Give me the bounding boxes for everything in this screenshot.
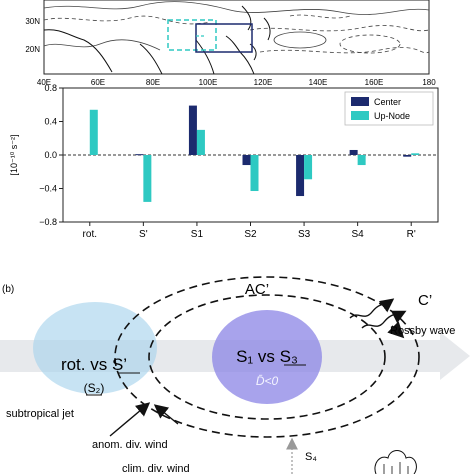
legend-swatch-up-node <box>351 111 369 120</box>
c-label: C’ <box>418 292 432 309</box>
cloud-icon <box>374 450 417 474</box>
x-tick-label: rot. <box>83 229 97 240</box>
rot-vs-s-blob <box>33 302 157 394</box>
up-node-box <box>167 19 217 51</box>
anom-div-wind-label: anom. div. wind <box>92 439 168 451</box>
bar-chart-panel: 0.8 0.4 0.0 −0.4 −0.8 rot. S' S1 S2 S3 S4 R' [10⁻¹… <box>9 83 439 240</box>
bar-center <box>188 105 197 155</box>
d-bar-label: D̄<0 <box>256 374 279 388</box>
x-tick-label: R' <box>407 229 416 240</box>
lon-label-40e: 40E <box>37 78 51 87</box>
bar-up-node <box>411 153 420 155</box>
lat-label-20n: 20N <box>25 45 40 54</box>
y-axis: 0.8 0.4 0.0 −0.4 −0.8 <box>39 83 63 227</box>
y-tick-label: 0.4 <box>44 117 57 127</box>
x-tick-label: S1 <box>191 229 204 240</box>
legend-swatch-center <box>351 97 369 106</box>
rot-vs-s-label: rot. vs S’ <box>61 355 127 374</box>
bar-up-node <box>250 155 259 192</box>
y-tick-label: −0.4 <box>39 184 57 194</box>
bar-center <box>135 154 144 156</box>
panel-label-b: (b) <box>2 284 14 295</box>
legend-label-center: Center <box>374 97 401 107</box>
anom-div-wind-arrow-icon <box>109 402 151 437</box>
bar-center <box>349 149 358 155</box>
y-tick-label: 0.0 <box>44 150 57 160</box>
x-axis: rot. S' S1 S2 S3 S4 R' <box>83 222 416 240</box>
s2-label: (S₂) <box>84 381 105 395</box>
wave-arrow-1-icon <box>349 298 395 319</box>
schematic-panel: (b) AC’ C’ Rossby wave rot. vs S’ (S₂) S… <box>0 276 470 474</box>
bar-up-node <box>89 109 98 155</box>
lon-label-140e: 140E <box>309 78 328 87</box>
map-panel: 30N 20N 40E 60E 80E 100E 120E 140E 160E … <box>25 0 436 87</box>
lon-label-100e: 100E <box>199 78 218 87</box>
bars <box>89 105 420 202</box>
bar-up-node <box>196 129 205 155</box>
lon-label-160e: 160E <box>365 78 384 87</box>
lat-label-30n: 30N <box>25 17 40 26</box>
orbit-inner <box>148 294 386 420</box>
x-tick-label: S3 <box>298 229 311 240</box>
s1-vs-s3-blob <box>212 310 322 404</box>
s4-label: S₄ <box>305 451 317 463</box>
map-contours <box>43 1 430 54</box>
bar-center <box>296 155 305 197</box>
y-tick-label: −0.8 <box>39 217 57 227</box>
return-arrow-icon <box>153 404 179 425</box>
bar-up-node <box>304 155 313 180</box>
x-tick-label: S4 <box>352 229 365 240</box>
bar-center <box>242 155 251 166</box>
x-tick-label: S2 <box>244 229 257 240</box>
orbit-arrow-icon <box>387 321 405 339</box>
y-tick-label: 0.8 <box>44 83 57 93</box>
subtropical-jet-label: subtropical jet <box>6 408 74 420</box>
lon-label-80e: 80E <box>146 78 160 87</box>
rossby-wave-label: Rossby wave <box>390 325 455 337</box>
legend: Center Up-Node <box>344 91 434 126</box>
map-coastlines <box>43 5 271 75</box>
ac-label: AC’ <box>245 281 269 298</box>
bar-up-node <box>143 155 152 202</box>
bar-center <box>403 155 412 157</box>
bar-up-node <box>357 155 366 166</box>
legend-label-up-node: Up-Node <box>374 111 410 121</box>
lon-label-60e: 60E <box>91 78 105 87</box>
center-box <box>195 23 253 53</box>
wave-arrow-2-icon <box>361 310 407 329</box>
x-tick-label: S' <box>139 229 148 240</box>
lon-label-120e: 120E <box>254 78 273 87</box>
cloud-rain-icon <box>383 462 409 474</box>
y-axis-label: [10⁻¹⁰ s⁻²] <box>9 134 19 175</box>
orbit-outer <box>114 276 420 438</box>
clim-div-wind-label: clim. div. wind <box>122 463 190 474</box>
s1-vs-s3-label: S₁ vs S₃ <box>236 347 298 366</box>
lon-label-180: 180 <box>422 78 436 87</box>
